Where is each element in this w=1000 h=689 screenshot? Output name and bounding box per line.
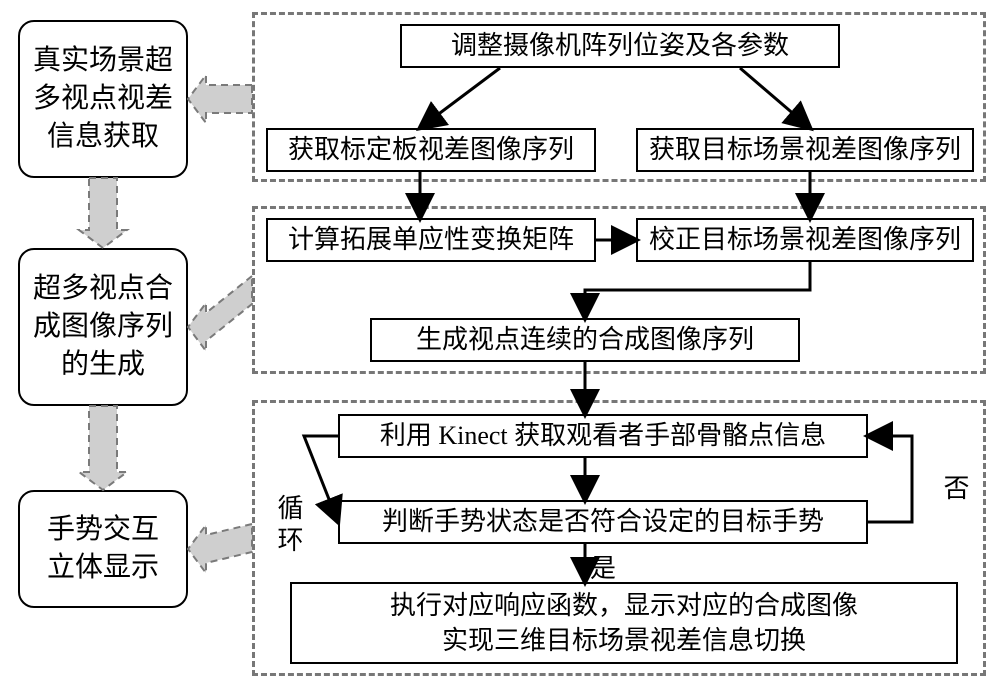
stage-acquisition: 真实场景超多视点视差信息获取 [18, 20, 188, 178]
node-target-seq: 获取目标场景视差图像序列 [636, 128, 974, 172]
label-yes: 是 [590, 548, 616, 585]
node-kinect: 利用 Kinect 获取观看者手部骨骼点信息 [338, 414, 868, 458]
node-calib-seq: 获取标定板视差图像序列 [266, 128, 596, 172]
stage-synthesis: 超多视点合成图像序列的生成 [18, 248, 188, 406]
stage-label: 超多视点合成图像序列的生成 [33, 270, 173, 383]
stage-label: 手势交互立体显示 [47, 511, 159, 587]
node-execute: 执行对应响应函数，显示对应的合成图像实现三维目标场景视差信息切换 [290, 582, 958, 664]
node-label: 计算拓展单应性变换矩阵 [288, 222, 574, 257]
stage-display: 手势交互立体显示 [18, 490, 188, 608]
node-label: 校正目标场景视差图像序列 [649, 222, 961, 257]
label-loop: 循环 [270, 466, 307, 586]
node-label: 判断手势状态是否符合设定的目标手势 [382, 504, 824, 539]
node-label: 获取目标场景视差图像序列 [649, 132, 961, 167]
node-rectify: 校正目标场景视差图像序列 [636, 218, 974, 262]
node-label: 调整摄像机阵列位姿及各参数 [451, 28, 789, 63]
node-judge-gesture: 判断手势状态是否符合设定的目标手势 [338, 500, 868, 544]
node-label: 生成视点连续的合成图像序列 [416, 322, 754, 357]
node-label: 利用 Kinect 获取观看者手部骨骼点信息 [380, 418, 826, 453]
node-label: 执行对应响应函数，显示对应的合成图像实现三维目标场景视差信息切换 [390, 588, 858, 658]
node-generate-seq: 生成视点连续的合成图像序列 [370, 318, 800, 362]
node-adjust-camera: 调整摄像机阵列位姿及各参数 [400, 24, 840, 68]
label-no: 否 [936, 450, 973, 530]
node-label: 获取标定板视差图像序列 [288, 132, 574, 167]
stage-label: 真实场景超多视点视差信息获取 [33, 42, 173, 155]
node-homography: 计算拓展单应性变换矩阵 [266, 218, 596, 262]
